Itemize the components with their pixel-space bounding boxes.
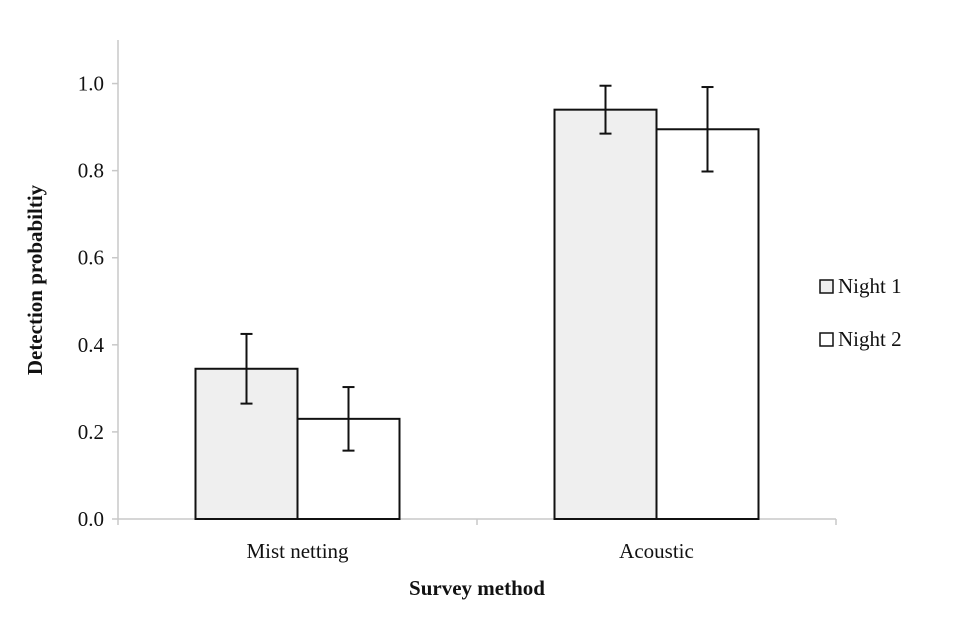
x-tick-label: Acoustic [619,539,694,563]
x-tick-label: Mist netting [246,539,349,563]
y-tick-label: 0.8 [78,159,104,183]
x-axis-ticks [117,519,837,525]
x-axis-title: Survey method [409,576,545,600]
y-tick-label: 0.6 [78,246,104,270]
legend-swatch [819,332,834,347]
y-tick-label: 0.0 [78,507,104,531]
legend: Night 1 Night 2 [819,274,902,351]
y-axis-title: Detection probabiltiy [23,184,47,375]
y-tick-label: 1.0 [78,72,104,96]
bar-night-2 [655,128,760,520]
bar-night-1 [553,108,658,520]
legend-swatch [819,279,834,294]
error-bars [240,84,714,452]
bars [194,108,760,521]
plot-area: 0.0 0.2 0.4 0.6 0.8 1.0 Mist netting Acoustic [78,40,837,563]
y-tick-label: 0.2 [78,420,104,444]
x-axis-tick-labels: Mist netting Acoustic [246,539,693,563]
y-axis-ticks: 0.0 0.2 0.4 0.6 0.8 1.0 [78,72,118,531]
y-tick-label: 0.4 [78,333,105,357]
legend-label: Night 2 [838,327,902,351]
legend-label: Night 1 [838,274,902,298]
